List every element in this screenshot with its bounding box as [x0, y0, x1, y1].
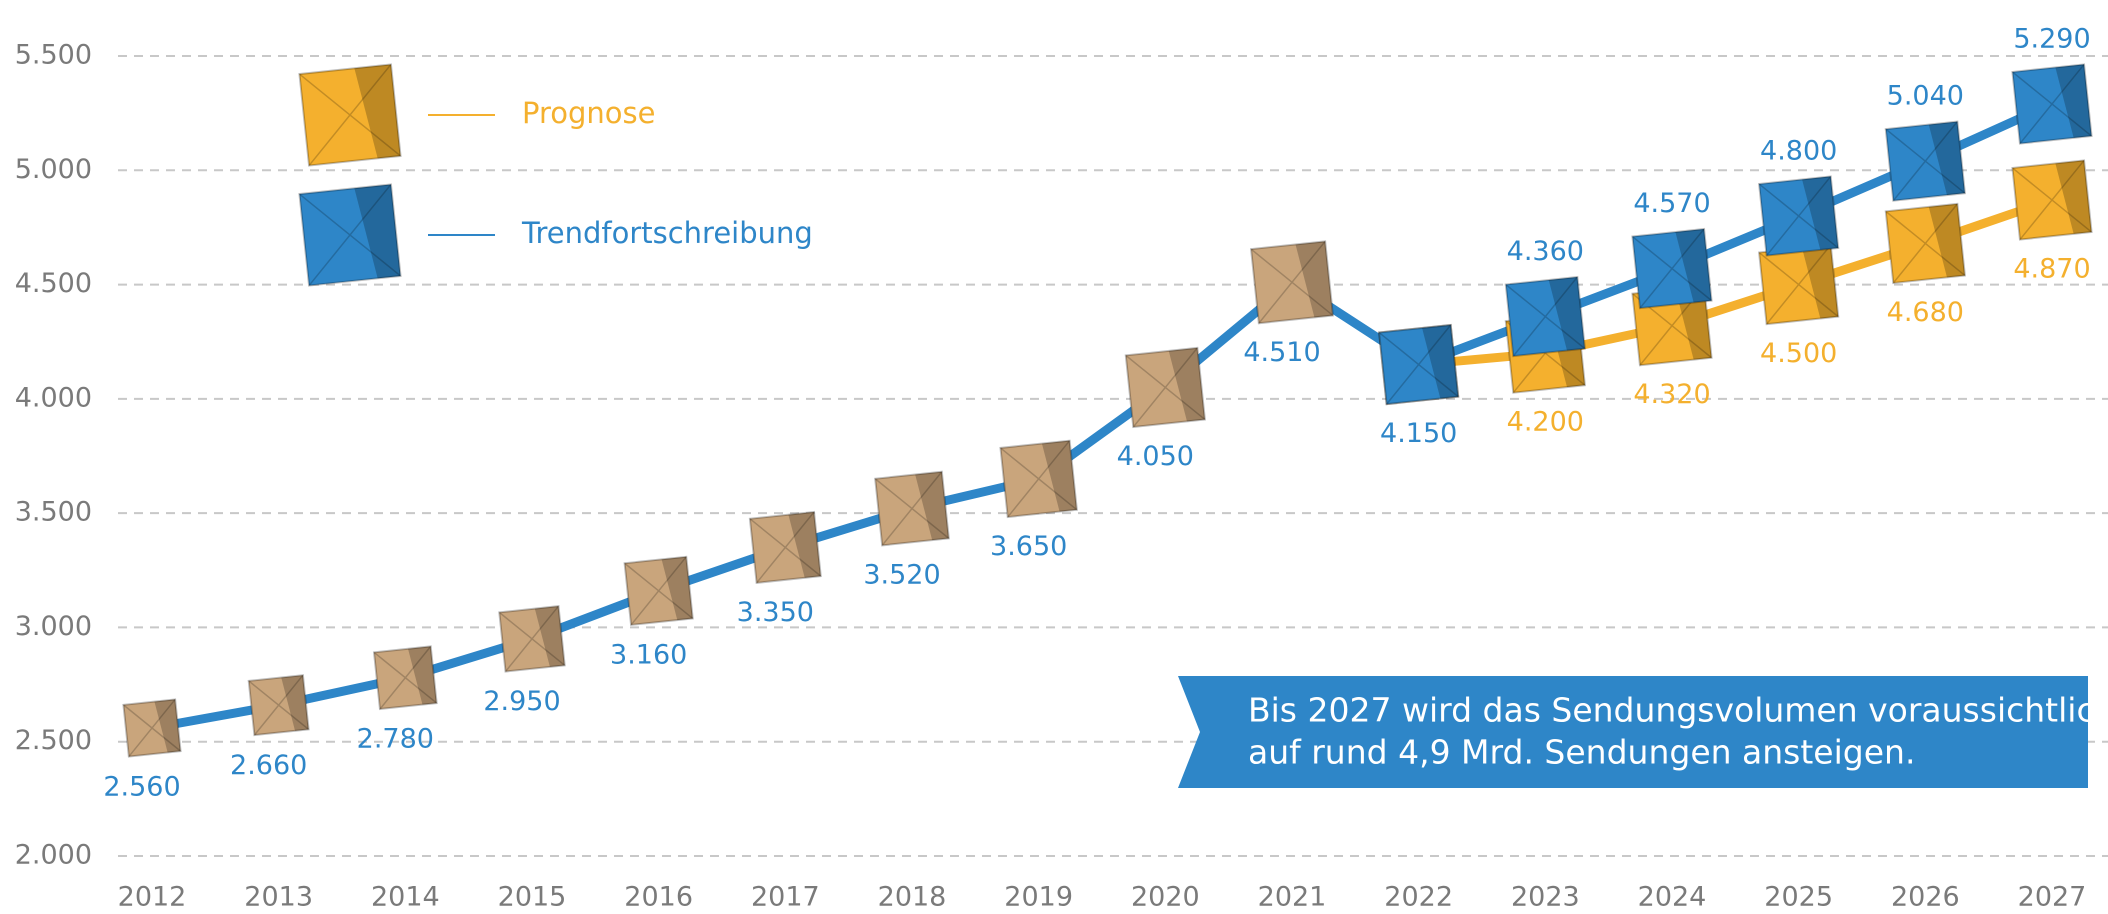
- annotation-line: auf rund 4,9 Mrd. Sendungen ansteigen.: [1248, 733, 1915, 772]
- annotation: Bis 2027 wird das Sendungsvolumen voraus…: [1178, 676, 2108, 788]
- y-tick-label: 3.000: [15, 611, 92, 642]
- box-marker: [123, 699, 180, 756]
- value-label: 4.680: [1887, 297, 1964, 328]
- y-tick-label: 2.000: [15, 840, 92, 871]
- box-marker: [750, 512, 821, 583]
- x-tick-label: 2019: [1004, 882, 1073, 913]
- x-tick-label: 2016: [624, 882, 693, 913]
- x-tick-label: 2012: [118, 882, 187, 913]
- y-tick-label: 2.500: [15, 725, 92, 756]
- legend-label: Prognose: [522, 96, 656, 130]
- box-marker: [249, 675, 309, 735]
- value-label: 2.950: [483, 686, 560, 717]
- box-marker: [1379, 325, 1458, 404]
- box-marker: [1886, 204, 1965, 283]
- y-tick-label: 4.000: [15, 382, 92, 413]
- box-marker: [1000, 441, 1076, 517]
- x-tick-label: 2024: [1638, 882, 1707, 913]
- value-label: 2.780: [357, 724, 434, 755]
- x-tick-label: 2017: [751, 882, 820, 913]
- box-marker: [1759, 176, 1838, 255]
- value-label: 4.360: [1507, 236, 1584, 267]
- box-marker: [875, 472, 949, 546]
- x-tick-label: 2023: [1511, 882, 1580, 913]
- legend-label: Trendfortschreibung: [521, 216, 813, 250]
- x-tick-label: 2025: [1764, 882, 1833, 913]
- value-label: 4.800: [1760, 136, 1837, 167]
- y-tick-label: 5.500: [15, 40, 92, 71]
- value-label: 4.500: [1760, 338, 1837, 369]
- y-tick-label: 5.000: [15, 154, 92, 185]
- value-label: 4.870: [2013, 254, 2090, 285]
- value-label: 4.320: [1633, 379, 1710, 410]
- x-tick-label: 2013: [244, 882, 313, 913]
- value-label: 5.290: [2013, 24, 2090, 55]
- value-label: 4.200: [1507, 407, 1584, 438]
- box-marker: [1886, 122, 1965, 201]
- x-tick-label: 2014: [371, 882, 440, 913]
- box-marker: [1126, 348, 1205, 427]
- x-tick-label: 2020: [1131, 882, 1200, 913]
- value-label: 3.520: [863, 560, 940, 591]
- box-marker: [1632, 229, 1711, 308]
- value-label: 3.350: [737, 597, 814, 628]
- box-marker: [1251, 241, 1333, 323]
- value-label: 4.570: [1633, 188, 1710, 219]
- box-marker: [2012, 160, 2091, 239]
- x-tick-label: 2022: [1384, 882, 1453, 913]
- box-marker: [299, 184, 400, 285]
- box-marker: [1506, 277, 1585, 356]
- box-marker: [625, 557, 693, 625]
- x-tick-label: 2018: [878, 882, 947, 913]
- value-label: 3.160: [610, 639, 687, 670]
- box-marker: [374, 646, 437, 709]
- box-marker: [1759, 245, 1838, 324]
- value-label: 2.560: [103, 772, 180, 803]
- y-tick-label: 4.500: [15, 268, 92, 299]
- value-label: 4.050: [1117, 441, 1194, 472]
- value-label: 3.650: [990, 531, 1067, 562]
- legend: Prognose Trendfortschreibung: [299, 64, 812, 285]
- box-marker: [2012, 64, 2091, 143]
- box-marker: [499, 606, 564, 671]
- x-tick-label: 2027: [2018, 882, 2087, 913]
- x-tick-label: 2021: [1258, 882, 1327, 913]
- box-marker: [299, 64, 400, 165]
- chart: 2.000 2.500 3.000 3.500 4.000 4.500 5.000 5.500…: [0, 0, 2108, 914]
- value-label: 5.040: [1887, 81, 1964, 112]
- value-label: 2.660: [230, 750, 307, 781]
- x-tick-label: 2015: [498, 882, 567, 913]
- y-tick-label: 3.500: [15, 497, 92, 528]
- annotation-line: Bis 2027 wird das Sendungsvolumen voraus…: [1248, 691, 2108, 730]
- x-tick-label: 2026: [1891, 882, 1960, 913]
- value-label: 4.150: [1380, 418, 1457, 449]
- value-label: 4.510: [1243, 337, 1320, 368]
